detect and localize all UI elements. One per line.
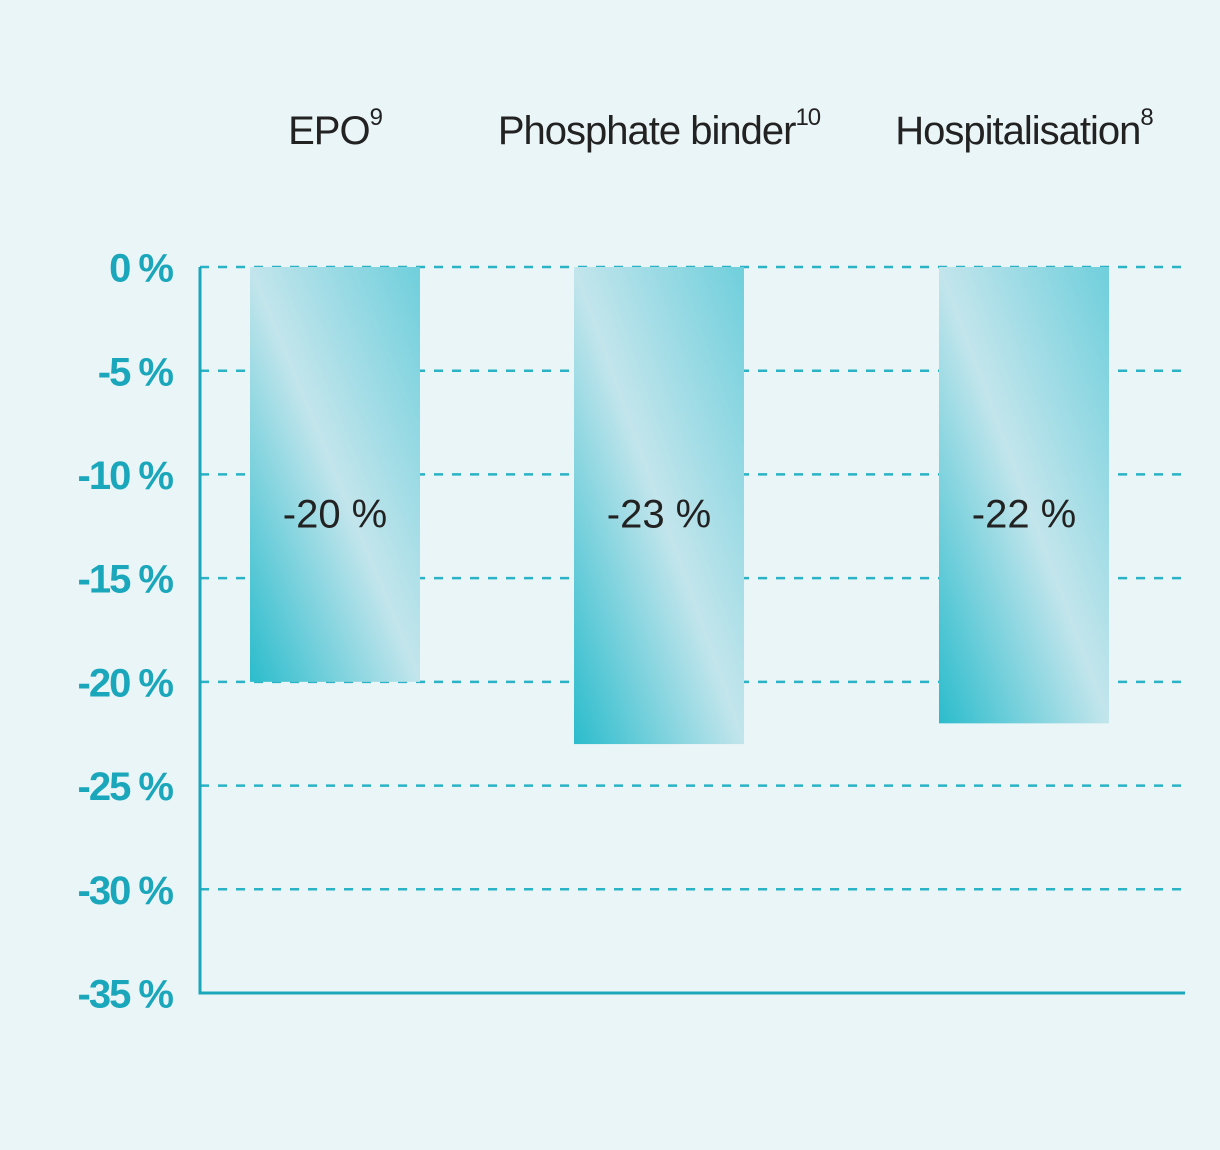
y-tick-label: -30 %: [78, 869, 174, 913]
y-tick-label: -35 %: [78, 973, 174, 1017]
value-label: -23 %: [607, 493, 712, 537]
bar: [574, 267, 744, 745]
value-label: -20 %: [283, 493, 388, 537]
y-tick-label: -20 %: [78, 661, 174, 705]
category-superscript: 9: [370, 104, 383, 131]
x-category-label: Hospitalisation8: [895, 104, 1153, 152]
x-category-label: EPO9: [288, 104, 382, 152]
category-superscript: 8: [1140, 104, 1153, 131]
category-name: EPO: [288, 109, 369, 153]
category-superscript: 10: [795, 104, 820, 131]
y-tick-label: -10 %: [78, 454, 174, 498]
y-tick-label: -15 %: [78, 558, 174, 602]
bar: [250, 267, 420, 682]
bar: [939, 267, 1109, 724]
x-category-label: Phosphate binder10: [498, 104, 821, 152]
y-tick-label: -25 %: [78, 765, 174, 809]
value-label: -22 %: [972, 493, 1077, 537]
category-name: Hospitalisation: [895, 109, 1140, 153]
y-tick-label: -5 %: [98, 350, 174, 394]
category-name: Phosphate binder: [498, 109, 796, 153]
y-tick-label: 0 %: [109, 247, 173, 291]
